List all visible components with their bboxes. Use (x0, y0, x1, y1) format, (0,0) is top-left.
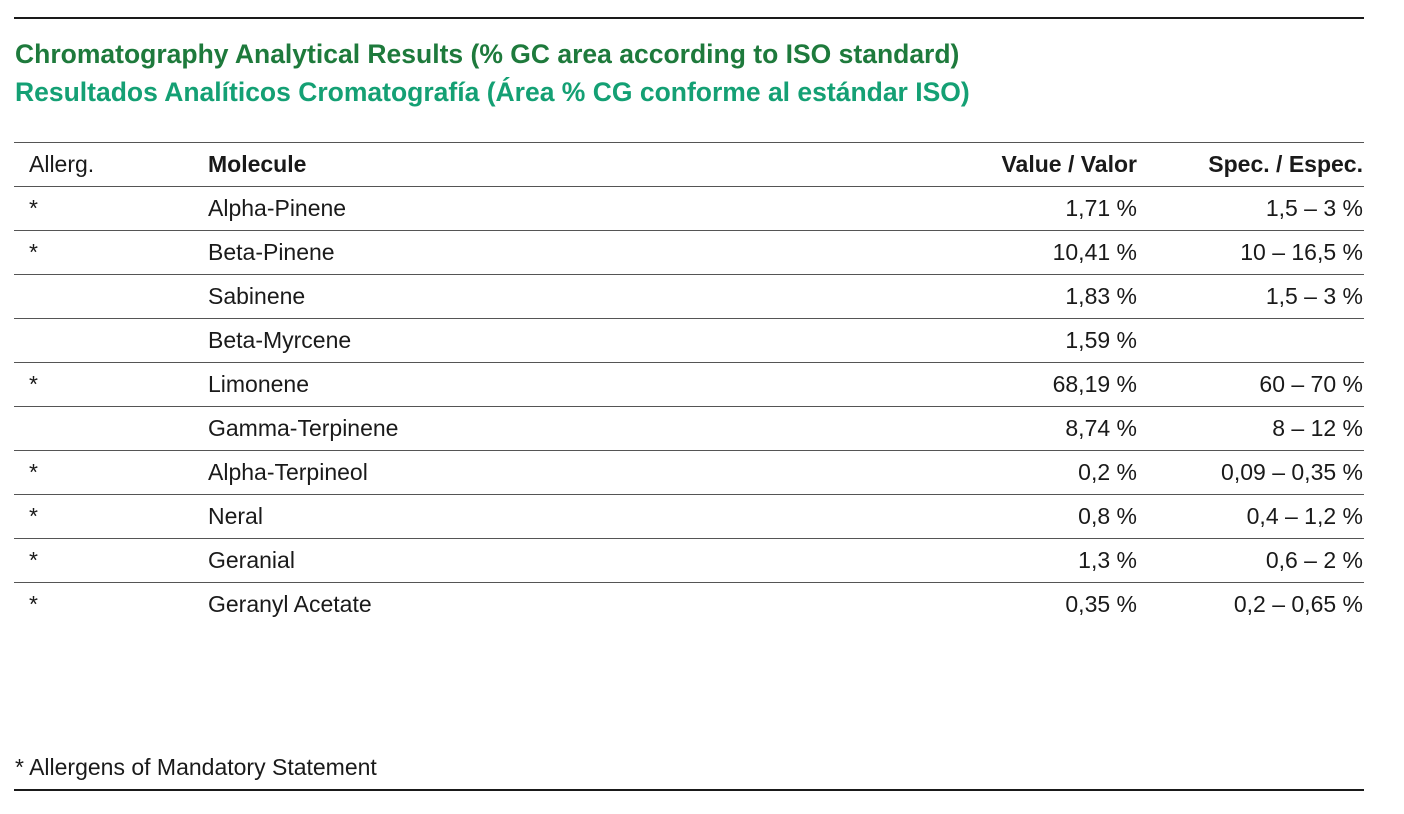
molecule-spec: 8 – 12 % (1272, 415, 1363, 441)
allergen-marker: * (29, 591, 38, 617)
table-row: Beta-Myrcene 1,59 % (14, 319, 1364, 363)
molecule-name: Alpha-Terpineol (208, 459, 368, 485)
table-row: * Alpha-Pinene 1,71 % 1,5 – 3 % (14, 187, 1364, 231)
molecule-value: 0,8 % (1078, 503, 1137, 529)
table-row: * Alpha-Terpineol 0,2 % 0,09 – 0,35 % (14, 451, 1364, 495)
molecule-spec: 0,4 – 1,2 % (1246, 503, 1363, 529)
header-value: Value / Valor (1001, 151, 1137, 177)
table-header-row: Allerg. Molecule Value / Valor Spec. / E… (14, 143, 1364, 187)
bottom-rule (14, 789, 1364, 791)
header-spec: Spec. / Espec. (1208, 151, 1363, 177)
molecule-value: 68,19 % (1052, 371, 1137, 397)
title-english: Chromatography Analytical Results (% GC … (15, 39, 960, 69)
allergen-marker: * (29, 371, 38, 397)
molecule-name: Beta-Myrcene (208, 327, 352, 353)
molecule-value: 10,41 % (1052, 239, 1137, 265)
header-allerg: Allerg. (29, 151, 95, 177)
allergen-marker: * (29, 459, 38, 485)
table-row: * Geranial 1,3 % 0,6 – 2 % (14, 539, 1364, 583)
molecule-name: Alpha-Pinene (208, 195, 347, 221)
allergen-marker: * (29, 547, 38, 573)
molecule-value: 1,71 % (1065, 195, 1137, 221)
allergen-marker: * (29, 503, 38, 529)
table-row: * Neral 0,8 % 0,4 – 1,2 % (14, 495, 1364, 539)
molecule-spec: 1,5 – 3 % (1265, 195, 1363, 221)
molecule-value: 0,2 % (1078, 459, 1137, 485)
molecule-value: 1,59 % (1065, 327, 1137, 353)
allergen-marker: * (29, 195, 38, 221)
molecule-name: Gamma-Terpinene (208, 415, 399, 441)
molecule-spec: 1,5 – 3 % (1265, 283, 1363, 309)
table-row: * Geranyl Acetate 0,35 % 0,2 – 0,65 % (14, 583, 1364, 626)
allergen-marker: * (29, 239, 38, 265)
molecule-value: 1,83 % (1065, 283, 1137, 309)
top-rule (14, 17, 1364, 19)
table-row: * Limonene 68,19 % 60 – 70 % (14, 363, 1364, 407)
table-row: Sabinene 1,83 % 1,5 – 3 % (14, 275, 1364, 319)
molecule-spec: 0,6 – 2 % (1265, 547, 1363, 573)
molecule-name: Geranial (208, 547, 295, 573)
molecule-value: 1,3 % (1078, 547, 1137, 573)
header-molecule: Molecule (208, 151, 307, 177)
allergen-footnote: * Allergens of Mandatory Statement (15, 754, 377, 780)
title-spanish: Resultados Analíticos Cromatografía (Áre… (15, 77, 970, 107)
molecule-name: Sabinene (208, 283, 306, 309)
table-row: * Beta-Pinene 10,41 % 10 – 16,5 % (14, 231, 1364, 275)
molecule-name: Limonene (208, 371, 310, 397)
molecule-spec: 60 – 70 % (1259, 371, 1363, 397)
molecule-spec: 0,2 – 0,65 % (1233, 591, 1363, 617)
molecule-value: 0,35 % (1065, 591, 1137, 617)
molecule-name: Geranyl Acetate (208, 591, 372, 617)
results-table: Allerg. Molecule Value / Valor Spec. / E… (14, 142, 1364, 626)
table-row: Gamma-Terpinene 8,74 % 8 – 12 % (14, 407, 1364, 451)
molecule-spec: 0,09 – 0,35 % (1221, 459, 1363, 485)
molecule-name: Neral (208, 503, 263, 529)
molecule-spec: 10 – 16,5 % (1240, 239, 1363, 265)
molecule-value: 8,74 % (1065, 415, 1137, 441)
molecule-name: Beta-Pinene (208, 239, 335, 265)
